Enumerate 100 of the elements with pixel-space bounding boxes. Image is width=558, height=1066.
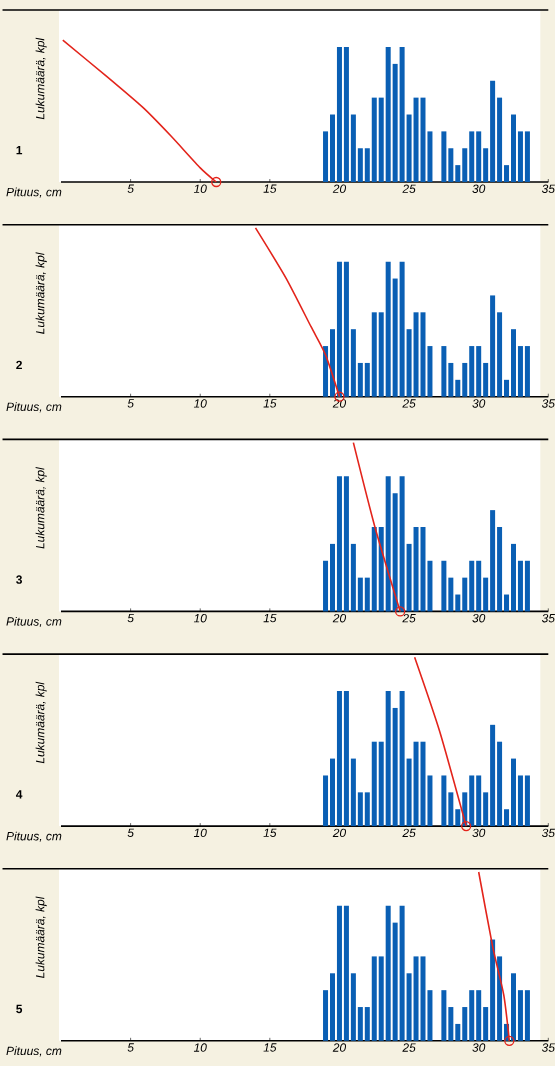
y-axis-title: Lukumäärä, kpl — [35, 252, 47, 334]
bar — [385, 691, 391, 827]
bar — [448, 148, 454, 182]
bar — [350, 543, 356, 612]
x-tick-label: 15 — [263, 184, 277, 193]
bar — [336, 476, 342, 612]
bar — [322, 775, 328, 827]
bar — [329, 758, 335, 827]
bar — [336, 691, 342, 827]
bar — [357, 148, 363, 182]
bar — [441, 346, 447, 397]
bar — [385, 261, 391, 397]
x-tick-label: 15 — [263, 1043, 277, 1052]
bar — [510, 329, 516, 397]
bar — [399, 476, 405, 612]
bar — [392, 278, 398, 397]
bar — [378, 956, 384, 1041]
bar — [322, 346, 328, 397]
bar — [510, 973, 516, 1041]
x-tick-label: 30 — [472, 613, 486, 623]
bar — [462, 1007, 468, 1041]
x-tick-label: 5 — [127, 184, 134, 193]
x-tick-label: 25 — [402, 828, 416, 838]
bar — [441, 775, 447, 827]
bar — [469, 560, 475, 612]
x-axis-title: Pituus, cm — [6, 402, 62, 413]
bar — [455, 165, 461, 182]
bar — [336, 261, 342, 397]
bar — [364, 1007, 370, 1041]
x-tick-label: 35 — [541, 613, 555, 623]
bar — [378, 312, 384, 397]
bar — [364, 148, 370, 182]
x-tick-label: 20 — [332, 399, 346, 408]
x-tick-label: 10 — [193, 828, 207, 838]
bar — [524, 131, 530, 182]
bar — [378, 97, 384, 182]
bar — [469, 990, 475, 1041]
bar — [503, 594, 509, 612]
bar — [378, 741, 384, 827]
bar — [503, 809, 509, 827]
bar — [469, 131, 475, 182]
bar — [406, 758, 412, 827]
x-tick-label: 5 — [127, 399, 134, 408]
bar — [483, 577, 489, 612]
x-tick-label: 10 — [193, 613, 207, 623]
x-tick-label: 30 — [472, 828, 486, 838]
x-tick-label: 25 — [402, 399, 416, 408]
bar — [371, 956, 377, 1041]
bar — [441, 990, 447, 1041]
bar — [343, 691, 349, 827]
bar — [385, 47, 391, 182]
bar — [524, 775, 530, 827]
bar — [462, 577, 468, 612]
x-tick-label: 30 — [472, 184, 486, 193]
text: 1 — [16, 146, 22, 155]
bar — [406, 114, 412, 182]
bar — [406, 329, 412, 397]
bar — [517, 131, 523, 182]
bar — [455, 809, 461, 827]
x-tick-label: 5 — [127, 828, 134, 837]
x-tick-label: 10 — [193, 399, 207, 408]
x-tick-label: 25 — [402, 184, 416, 193]
x-tick-label: 25 — [402, 613, 416, 623]
bar — [343, 47, 349, 182]
bar — [455, 594, 461, 612]
bar — [364, 792, 370, 827]
bar — [462, 148, 468, 182]
bar — [489, 939, 495, 1041]
bar — [476, 131, 482, 182]
bar — [524, 346, 530, 397]
x-tick-label: 20 — [332, 184, 346, 193]
bar — [476, 990, 482, 1041]
bar — [329, 114, 335, 182]
bar — [350, 758, 356, 827]
bar — [406, 973, 412, 1041]
x-tick-label: 20 — [332, 613, 346, 623]
bar — [524, 990, 530, 1041]
bar — [392, 922, 398, 1041]
bar — [357, 577, 363, 612]
bar — [371, 527, 377, 612]
bar — [350, 114, 356, 182]
bar — [385, 476, 391, 612]
bar — [322, 560, 328, 612]
bar — [503, 379, 509, 397]
x-tick-label: 15 — [263, 828, 277, 837]
bar — [496, 956, 502, 1041]
bar — [483, 1007, 489, 1041]
x-tick-label: 10 — [193, 184, 207, 193]
bar — [496, 527, 502, 612]
bar — [392, 63, 398, 182]
bar — [489, 295, 495, 397]
bar — [371, 97, 377, 182]
bar — [399, 47, 405, 182]
bar — [441, 560, 447, 612]
bar — [517, 560, 523, 612]
bar — [350, 329, 356, 397]
bar — [469, 346, 475, 397]
y-axis-title: Lukumäärä, kpl — [35, 896, 47, 978]
bar — [385, 905, 391, 1041]
bar — [343, 905, 349, 1041]
